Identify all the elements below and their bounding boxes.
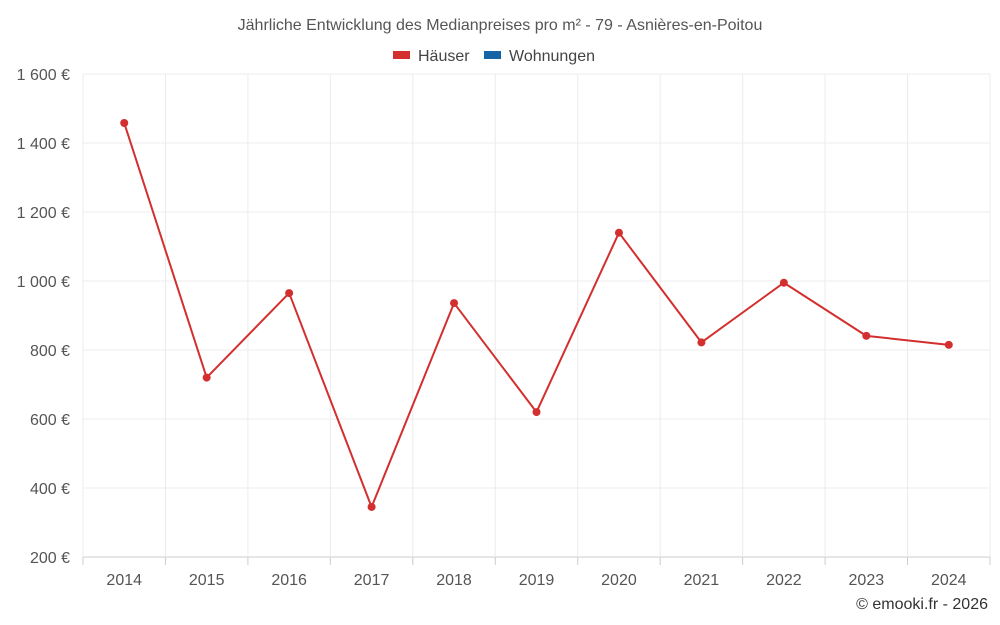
x-tick-label: 2021: [684, 572, 720, 589]
x-tick-label: 2023: [849, 572, 885, 589]
data-point[interactable]: [614, 228, 623, 237]
y-tick-label: 400 €: [30, 481, 70, 498]
y-tick-label: 800 €: [30, 343, 70, 360]
x-tick-label: 2019: [519, 572, 555, 589]
x-tick-label: 2022: [766, 572, 802, 589]
series-layer: [120, 118, 953, 511]
y-tick-label: 1 200 €: [17, 205, 70, 222]
x-tick-label: 2018: [436, 572, 472, 589]
x-tick-label: 2015: [189, 572, 225, 589]
x-tick-label: 2020: [601, 572, 637, 589]
data-point[interactable]: [285, 289, 294, 298]
data-point[interactable]: [120, 118, 129, 127]
y-tick-label: 1 600 €: [17, 67, 70, 84]
legend-swatch-wohnungen: [484, 51, 501, 59]
y-axis: 200 € 400 € 600 € 800 € 1 000 € 1 200 € 1 400 …: [17, 67, 70, 567]
x-tick-label: 2017: [354, 572, 390, 589]
legend: Häuser Wohnungen: [393, 48, 595, 65]
chart-title: Jährliche Entwicklung des Medianpreises …: [238, 17, 763, 34]
credit-text: © emooki.fr - 2026: [856, 596, 988, 613]
data-point[interactable]: [532, 408, 541, 417]
legend-item-wohnungen[interactable]: Wohnungen: [484, 48, 595, 65]
data-point[interactable]: [944, 340, 953, 349]
y-tick-label: 1 000 €: [17, 274, 70, 291]
x-tick-label: 2016: [271, 572, 307, 589]
x-tick-label: 2024: [931, 572, 967, 589]
y-tick-label: 600 €: [30, 412, 70, 429]
x-axis: 2014 2015 2016 2017 2018 2019 2020 2021 2022 2023…: [82, 557, 991, 589]
data-point[interactable]: [450, 299, 459, 308]
legend-label-haeuser: Häuser: [418, 48, 470, 65]
data-point[interactable]: [697, 338, 706, 347]
x-tick-label: 2014: [106, 572, 142, 589]
data-point[interactable]: [779, 278, 788, 287]
data-point[interactable]: [202, 373, 211, 382]
y-tick-label: 200 €: [30, 550, 70, 567]
data-point[interactable]: [862, 331, 871, 340]
y-tick-label: 1 400 €: [17, 136, 70, 153]
data-point[interactable]: [367, 502, 376, 511]
legend-item-haeuser[interactable]: Häuser: [393, 48, 470, 65]
grid: [82, 73, 991, 558]
legend-swatch-haeuser: [393, 51, 410, 59]
legend-label-wohnungen: Wohnungen: [509, 48, 595, 65]
